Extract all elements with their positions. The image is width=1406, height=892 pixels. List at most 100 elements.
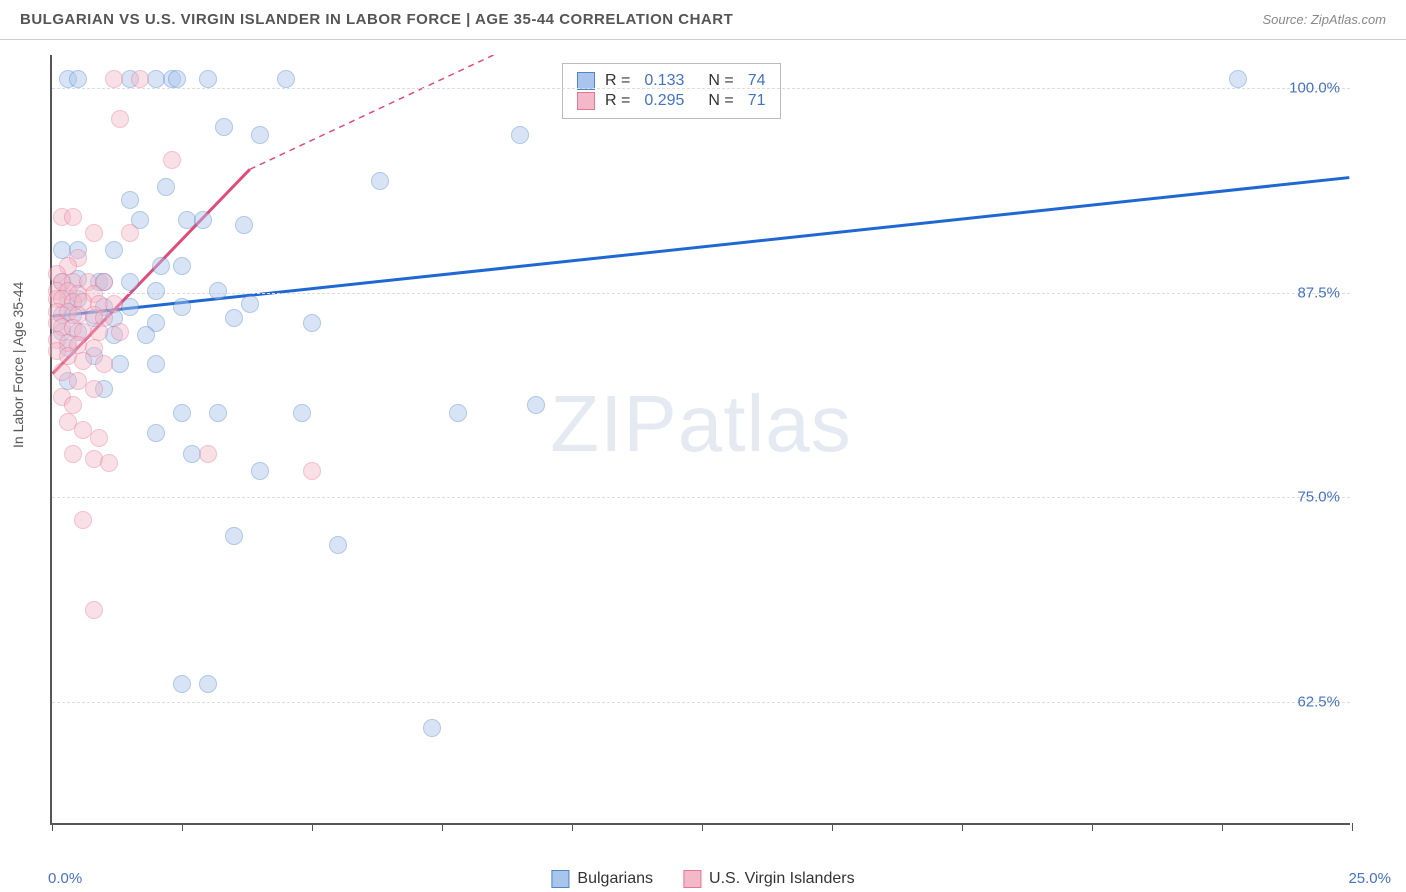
data-point (85, 380, 103, 398)
stat-n-value: 71 (748, 92, 766, 110)
data-point (303, 462, 321, 480)
data-point (173, 257, 191, 275)
legend-swatch (551, 870, 569, 888)
data-point (173, 675, 191, 693)
data-point (157, 178, 175, 196)
plot-area: ZIPatlas R =0.133N =74R =0.295N =71 62.5… (50, 55, 1350, 825)
y-tick-label: 62.5% (1297, 694, 1340, 711)
data-point (199, 445, 217, 463)
data-point (209, 282, 227, 300)
data-point (74, 511, 92, 529)
data-point (199, 675, 217, 693)
data-point (85, 601, 103, 619)
stat-n-label: N = (708, 92, 733, 110)
data-point (303, 314, 321, 332)
data-point (277, 70, 295, 88)
data-point (173, 404, 191, 422)
data-point (121, 273, 139, 291)
stats-row: R = 0.295 N = 71 (577, 92, 766, 110)
y-tick-label: 100.0% (1289, 79, 1340, 96)
legend-label: Bulgarians (577, 870, 653, 888)
legend-item: Bulgarians (551, 870, 653, 888)
gridline (52, 702, 1350, 703)
data-point (64, 208, 82, 226)
data-point (137, 326, 155, 344)
data-point (215, 118, 233, 136)
data-point (194, 211, 212, 229)
data-point (147, 424, 165, 442)
stats-legend: R =0.133N =74R =0.295N =71 (562, 63, 781, 119)
x-tick (832, 823, 833, 831)
x-tick-label-min: 0.0% (48, 870, 82, 887)
data-point (121, 298, 139, 316)
data-point (111, 323, 129, 341)
x-tick (312, 823, 313, 831)
data-point (111, 110, 129, 128)
data-point (85, 224, 103, 242)
data-point (90, 429, 108, 447)
data-point (1229, 70, 1247, 88)
data-point (511, 126, 529, 144)
data-point (168, 70, 186, 88)
data-point (105, 241, 123, 259)
data-point (225, 309, 243, 327)
x-tick (1352, 823, 1353, 831)
stat-r-value: 0.295 (644, 92, 684, 110)
regression-lines (52, 55, 1350, 823)
legend-label: U.S. Virgin Islanders (709, 870, 855, 888)
data-point (90, 323, 108, 341)
x-tick (572, 823, 573, 831)
data-point (147, 282, 165, 300)
x-tick (442, 823, 443, 831)
stat-r-label: R = (605, 92, 630, 110)
data-point (423, 719, 441, 737)
x-tick (1222, 823, 1223, 831)
series-legend: Bulgarians U.S. Virgin Islanders (551, 870, 854, 888)
y-tick-label: 87.5% (1297, 284, 1340, 301)
data-point (121, 224, 139, 242)
data-point (121, 191, 139, 209)
data-point (329, 536, 347, 554)
x-tick (1092, 823, 1093, 831)
data-point (251, 126, 269, 144)
data-point (69, 70, 87, 88)
data-point (163, 151, 181, 169)
data-point (209, 404, 227, 422)
y-tick-label: 75.0% (1297, 489, 1340, 506)
data-point (95, 355, 113, 373)
legend-swatch (577, 92, 595, 110)
data-point (131, 70, 149, 88)
data-point (100, 454, 118, 472)
x-tick (962, 823, 963, 831)
data-point (74, 352, 92, 370)
data-point (173, 298, 191, 316)
data-point (527, 396, 545, 414)
data-point (293, 404, 311, 422)
legend-swatch (683, 870, 701, 888)
data-point (147, 355, 165, 373)
chart-title: BULGARIAN VS U.S. VIRGIN ISLANDER IN LAB… (20, 11, 733, 28)
data-point (235, 216, 253, 234)
data-point (199, 70, 217, 88)
gridline (52, 497, 1350, 498)
header-bar: BULGARIAN VS U.S. VIRGIN ISLANDER IN LAB… (0, 0, 1406, 40)
x-tick-label-max: 25.0% (1348, 870, 1391, 887)
data-point (371, 172, 389, 190)
x-tick (52, 823, 53, 831)
data-point (449, 404, 467, 422)
data-point (225, 527, 243, 545)
x-tick (702, 823, 703, 831)
data-point (64, 396, 82, 414)
data-point (152, 257, 170, 275)
data-point (111, 355, 129, 373)
gridline (52, 88, 1350, 89)
gridline (52, 293, 1350, 294)
source-attribution: Source: ZipAtlas.com (1262, 12, 1386, 27)
x-tick (182, 823, 183, 831)
data-point (241, 295, 259, 313)
data-point (64, 445, 82, 463)
watermark: ZIPatlas (550, 378, 851, 470)
data-point (251, 462, 269, 480)
y-axis-label: In Labor Force | Age 35-44 (10, 282, 26, 448)
data-point (105, 70, 123, 88)
